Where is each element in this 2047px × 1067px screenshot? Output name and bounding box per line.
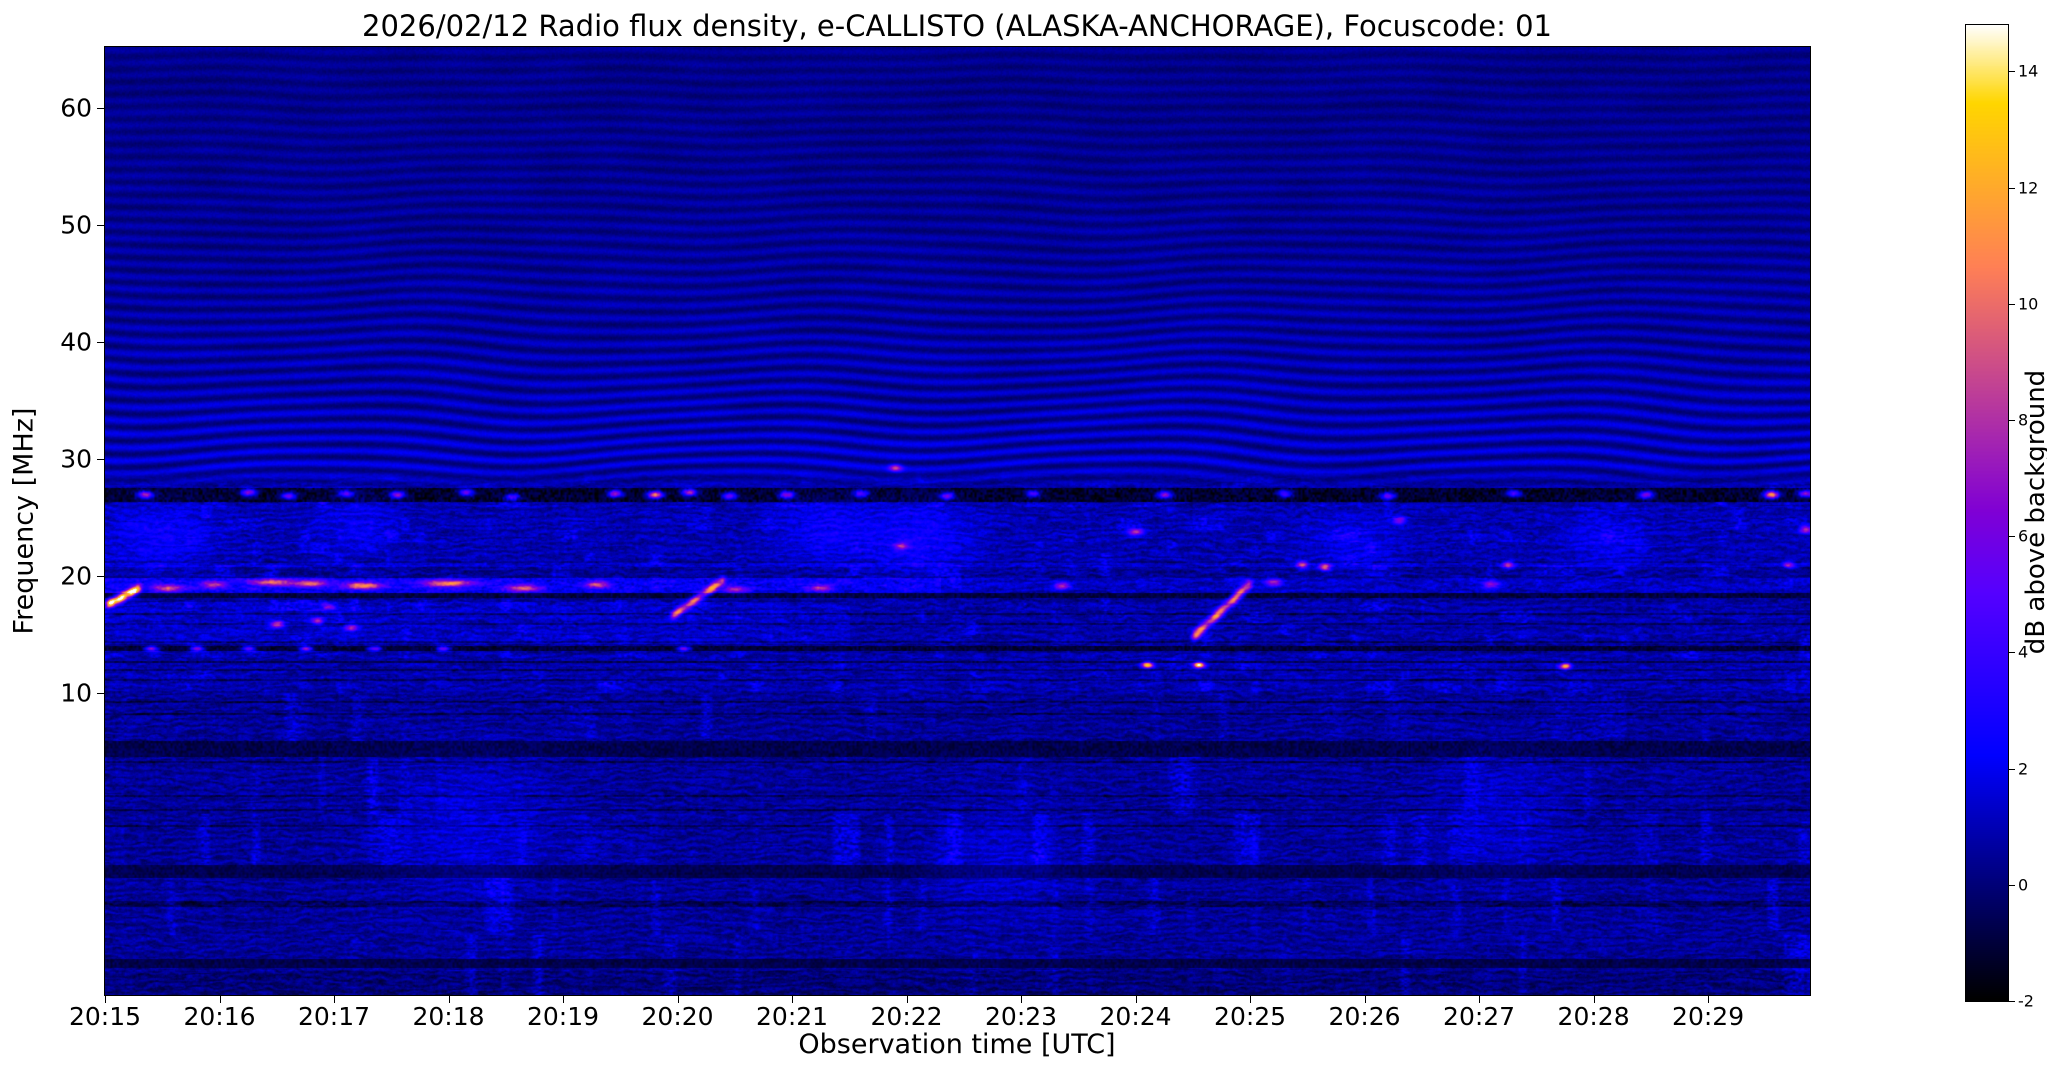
x-tick-mark xyxy=(906,996,908,1003)
x-axis-label: Observation time [UTC] xyxy=(798,1029,1116,1060)
y-tick-label: 10 xyxy=(60,678,92,708)
colorbar-tick-label: 6 xyxy=(2018,526,2029,546)
colorbar-tick-label: 8 xyxy=(2018,410,2029,430)
x-tick-mark xyxy=(448,996,450,1003)
colorbar-tick-mark xyxy=(2009,420,2015,422)
chart-title: 2026/02/12 Radio flux density, e-CALLIST… xyxy=(362,9,1552,43)
colorbar-tick-mark xyxy=(2009,187,2015,189)
x-tick-label: 20:24 xyxy=(1099,1002,1172,1031)
y-tick-label: 40 xyxy=(60,327,92,357)
x-tick-mark xyxy=(1135,996,1137,1003)
colorbar-tick-label: -2 xyxy=(2018,991,2034,1011)
x-tick-label: 20:27 xyxy=(1443,1002,1516,1031)
x-tick-mark xyxy=(1708,996,1710,1003)
x-tick-label: 20:20 xyxy=(641,1002,714,1031)
colorbar-canvas xyxy=(1966,25,2008,1001)
y-tick-label: 20 xyxy=(60,561,92,591)
x-tick-mark xyxy=(334,996,335,1003)
colorbar-tick-label: 4 xyxy=(2018,642,2029,662)
x-tick-mark xyxy=(105,996,106,1003)
x-tick-label: 20:21 xyxy=(756,1002,829,1031)
colorbar-tick-mark xyxy=(2009,768,2015,770)
x-tick-mark xyxy=(677,996,679,1003)
y-tick-mark xyxy=(97,107,104,109)
y-tick-mark xyxy=(97,225,104,227)
y-tick-mark xyxy=(97,575,104,577)
x-tick-mark xyxy=(1479,996,1481,1003)
x-tick-label: 20:19 xyxy=(526,1002,600,1031)
x-tick-label: 20:28 xyxy=(1557,1002,1630,1031)
y-tick-label: 50 xyxy=(60,210,92,240)
colorbar-tick-mark xyxy=(2009,71,2015,73)
x-tick-label: 20:15 xyxy=(68,1002,142,1031)
y-tick-label: 60 xyxy=(60,93,92,123)
x-tick-label: 20:17 xyxy=(297,1002,371,1031)
x-tick-label: 20:18 xyxy=(412,1002,485,1031)
x-tick-mark xyxy=(1593,996,1595,1003)
spectrogram-canvas xyxy=(105,47,1810,995)
colorbar-tick-mark xyxy=(2009,536,2015,538)
colorbar-tick-label: 14 xyxy=(2018,61,2039,81)
x-tick-mark xyxy=(1021,996,1023,1003)
colorbar-tick-label: 10 xyxy=(2018,294,2039,314)
x-tick-label: 20:23 xyxy=(985,1002,1058,1031)
colorbar-tick-mark xyxy=(2009,303,2015,305)
y-axis-label: Frequency [MHz] xyxy=(8,407,40,635)
x-tick-label: 20:29 xyxy=(1672,1002,1745,1031)
colorbar-tick-label: 2 xyxy=(2018,759,2029,779)
x-tick-label: 20:25 xyxy=(1214,1002,1287,1031)
y-tick-label: 30 xyxy=(60,444,92,474)
x-tick-mark xyxy=(1364,996,1366,1003)
x-tick-mark xyxy=(563,996,565,1003)
colorbar xyxy=(1965,24,2009,1002)
x-tick-label: 20:16 xyxy=(183,1002,256,1031)
x-tick-mark xyxy=(1250,996,1252,1003)
y-tick-mark xyxy=(97,692,104,694)
x-tick-label: 20:22 xyxy=(870,1002,943,1031)
plot-area xyxy=(104,46,1811,996)
x-tick-label: 20:26 xyxy=(1328,1002,1401,1031)
colorbar-tick-mark xyxy=(2009,652,2015,654)
y-tick-mark xyxy=(97,341,104,343)
x-tick-mark xyxy=(219,996,221,1003)
colorbar-tick-mark xyxy=(2009,1001,2015,1002)
colorbar-tick-label: 0 xyxy=(2018,875,2029,895)
colorbar-tick-label: 12 xyxy=(2018,178,2039,198)
colorbar-tick-mark xyxy=(2009,884,2015,886)
y-tick-mark xyxy=(97,459,104,461)
x-tick-mark xyxy=(792,996,794,1003)
